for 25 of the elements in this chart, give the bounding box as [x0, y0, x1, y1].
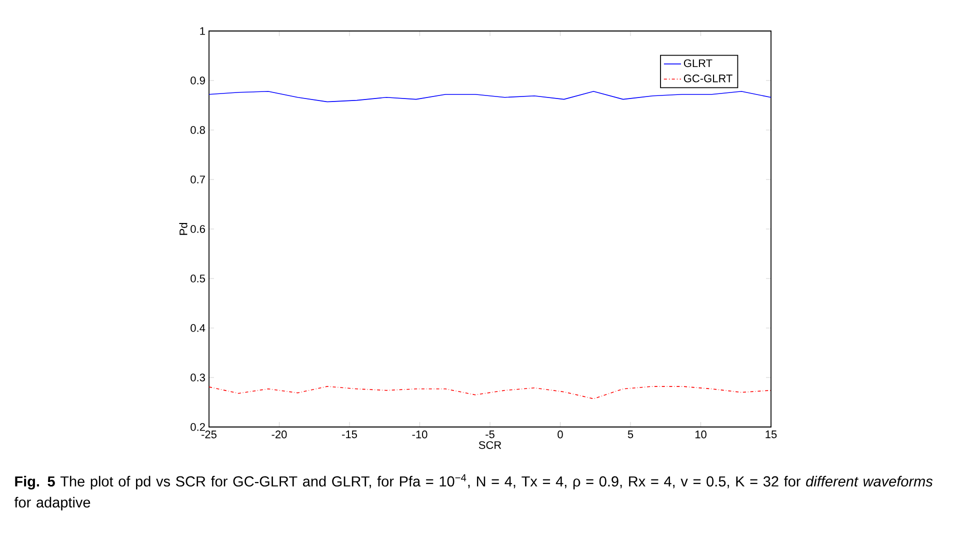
legend-label: GC-GLRT — [684, 74, 732, 82]
x-tick-label: -20 — [272, 430, 287, 438]
legend-label: GLRT — [684, 59, 712, 68]
line-series — [209, 386, 772, 400]
x-axis-title: SCR — [478, 441, 502, 449]
x-tick-label: 5 — [628, 430, 634, 438]
x-tick-label: -25 — [202, 430, 216, 438]
y-tick-label: 1 — [200, 27, 205, 35]
text: Fig. 5 The plot of pd vs SCR for GC-GLRT and GLRT, for Pfa = 10$^{−4}$, N = 4, Tx = 4, ρ = 0.9, Rx = 4, v = 0.5, K = 32 for different waveforms for adaptive — [14, 474, 933, 510]
y-tick-label: 0.4 — [190, 324, 206, 332]
y-axis-title: Pd — [179, 222, 188, 235]
y-tick-label: 0.5 — [190, 274, 205, 282]
x-tick-label: -15 — [342, 430, 357, 438]
y-tick-label: 0.6 — [190, 225, 205, 233]
x-tick-label: 0 — [558, 430, 563, 438]
line-series — [209, 91, 772, 102]
y-tick-label: 0.9 — [190, 76, 205, 84]
x-tick-label: -10 — [412, 430, 428, 438]
y-tick-label: 0.2 — [190, 423, 205, 431]
y-tick-label: 0.8 — [190, 126, 205, 134]
x-tick-label: 15 — [766, 430, 777, 438]
y-tick-label: 0.7 — [190, 176, 205, 184]
x-tick-label: -5 — [486, 430, 494, 438]
y-tick-label: 0.3 — [190, 374, 205, 382]
x-tick-label: 10 — [695, 430, 706, 438]
